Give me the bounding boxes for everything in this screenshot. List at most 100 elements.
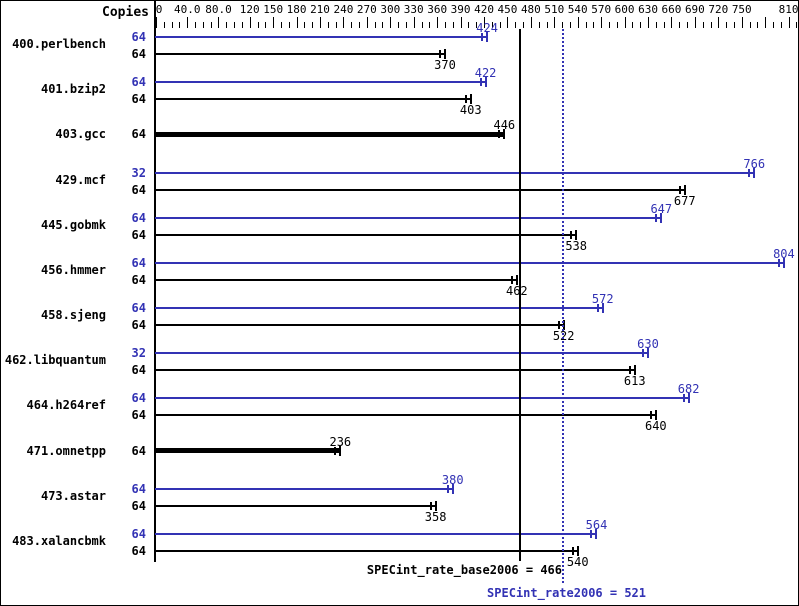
axis-major-tick — [413, 17, 415, 28]
benchmark-label: 401.bzip2 — [40, 82, 106, 97]
axis-minor-tick — [679, 22, 681, 28]
axis-minor-tick — [538, 22, 540, 28]
bar-value-label: 677 — [673, 193, 696, 208]
axis-minor-tick — [569, 22, 571, 28]
axis-tick-label: 540 — [567, 3, 588, 16]
bar-range-tick — [748, 168, 751, 177]
axis-minor-tick — [593, 22, 595, 28]
axis-minor-tick — [655, 22, 657, 28]
axis-minor-tick — [195, 22, 197, 28]
axis-tick-label: 690 — [684, 3, 705, 16]
axis-tick-label: 570 — [591, 3, 612, 16]
bar-value-label: 647 — [650, 201, 673, 216]
axis-tick-label: 360 — [427, 3, 448, 16]
bar-endcap — [782, 257, 785, 268]
benchmark-label: 458.sjeng — [40, 308, 106, 323]
axis-major-tick — [460, 17, 462, 28]
axis-minor-tick — [444, 22, 446, 28]
axis-major-tick — [343, 17, 345, 28]
copies-value: 64 — [131, 363, 146, 378]
copies-value: 64 — [131, 210, 146, 225]
bar-endcap — [660, 212, 663, 223]
axis-major-tick — [530, 17, 532, 28]
bar-peak — [155, 307, 603, 310]
axis-minor-tick — [452, 22, 454, 28]
axis-minor-tick — [796, 22, 798, 28]
axis-tick-label: 720 — [708, 3, 729, 16]
bar-value-label: 403 — [459, 103, 482, 118]
axis-minor-tick — [585, 22, 587, 28]
axis-major-tick — [296, 17, 298, 28]
axis-minor-tick — [468, 22, 470, 28]
axis-minor-tick — [312, 22, 314, 28]
axis-minor-tick — [234, 22, 236, 28]
bar-endcap — [515, 274, 518, 285]
y-axis-line — [154, 1, 156, 562]
axis-minor-tick — [663, 22, 665, 28]
axis-minor-tick — [562, 22, 564, 28]
axis-minor-tick — [327, 22, 329, 28]
axis-major-tick — [601, 17, 603, 28]
axis-minor-tick — [757, 22, 759, 28]
bar-peak — [155, 36, 488, 38]
benchmark-label: 473.astar — [40, 488, 106, 503]
bar-endcap — [601, 303, 604, 314]
axis-minor-tick — [733, 22, 735, 28]
axis-tick-label: 480 — [520, 3, 541, 16]
copies-value: 64 — [131, 301, 146, 316]
bar-base — [155, 369, 635, 372]
axis-tick-label: 600 — [614, 3, 635, 16]
copies-value: 64 — [131, 408, 146, 423]
bar-value-label: 682 — [677, 382, 700, 397]
benchmark-label: 429.mcf — [55, 172, 106, 187]
axis-minor-tick — [499, 22, 501, 28]
axis-major-tick — [741, 17, 743, 28]
axis-minor-tick — [632, 22, 634, 28]
bar-endcap — [503, 129, 506, 140]
copies-value: 64 — [131, 75, 146, 90]
bar-value-label: 358 — [424, 509, 447, 524]
bar-endcap — [595, 528, 598, 539]
bar-range-tick — [777, 258, 780, 267]
axis-major-tick — [390, 17, 392, 28]
bar-base — [155, 278, 517, 281]
axis-minor-tick — [288, 22, 290, 28]
bar-base — [155, 53, 445, 55]
copies-value: 64 — [131, 255, 146, 270]
bar-endcap — [687, 393, 690, 404]
bar-base — [155, 549, 578, 552]
bar-range-tick — [510, 275, 513, 284]
axis-minor-tick — [546, 22, 548, 28]
axis-minor-tick — [405, 22, 407, 28]
bar-range-tick — [655, 213, 658, 222]
bar-peak — [155, 261, 784, 264]
bar-range-tick — [596, 304, 599, 313]
axis-minor-tick — [171, 22, 173, 28]
axis-major-tick — [718, 17, 720, 28]
axis-minor-tick — [382, 22, 384, 28]
axis-major-tick — [366, 17, 368, 28]
axis-minor-tick — [226, 22, 228, 28]
axis-major-tick — [249, 17, 251, 28]
copies-value: 64 — [131, 318, 146, 333]
bar-base — [155, 233, 577, 236]
axis-tick-label: 40.0 — [173, 3, 201, 16]
axis-minor-tick — [523, 22, 525, 28]
base-summary-text: SPECint_rate_base2006 = 466 — [366, 563, 562, 577]
axis-minor-tick — [241, 22, 243, 28]
bar-endcap — [575, 229, 578, 240]
axis-minor-tick — [351, 22, 353, 28]
axis-major-tick — [554, 17, 556, 28]
axis-minor-tick — [179, 22, 181, 28]
bar-range-tick — [628, 366, 631, 375]
axis-major-tick — [694, 17, 696, 28]
benchmark-label: 400.perlbench — [12, 37, 106, 51]
bar-endcap — [339, 445, 342, 456]
bar-value-label: 804 — [773, 246, 795, 261]
copies-value: 64 — [131, 543, 146, 558]
bar-endcap — [434, 500, 437, 511]
axis-tick-label: 810 — [778, 3, 799, 16]
axis-minor-tick — [491, 22, 493, 28]
axis-minor-tick — [304, 22, 306, 28]
bar-value-label: 572 — [591, 292, 614, 307]
